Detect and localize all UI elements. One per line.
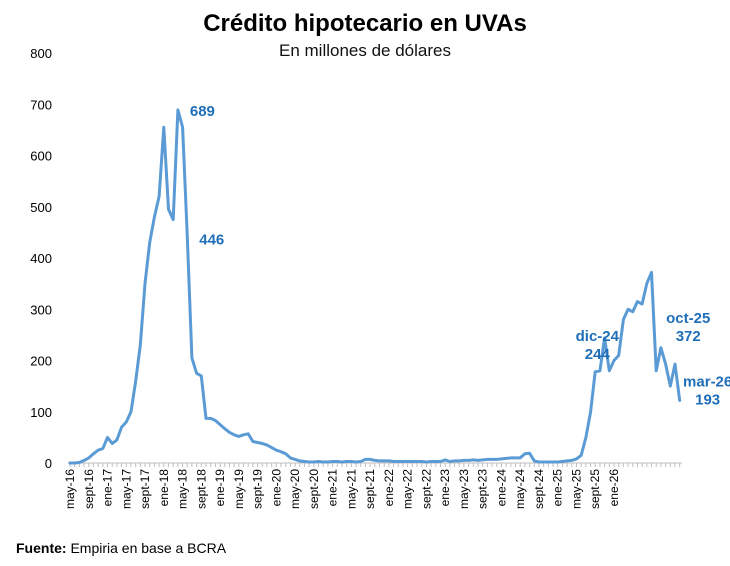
x-tick-label: ene-18 xyxy=(157,469,171,507)
y-tick-label: 100 xyxy=(30,405,52,420)
x-tick-label: sept-18 xyxy=(194,469,208,509)
data-label: 446 xyxy=(199,231,224,248)
x-axis: may-16 sept-16 ene-17 may-17 sept-17 ene-18 ma… xyxy=(63,462,682,509)
x-tick-label: sept-23 xyxy=(476,469,490,509)
y-tick-label: 800 xyxy=(30,46,52,61)
x-tick-label: sept-20 xyxy=(307,469,321,509)
x-tick-label: may-24 xyxy=(513,469,527,509)
x-tick-label: ene-24 xyxy=(494,469,508,507)
y-tick-label: 200 xyxy=(30,354,52,369)
data-label: oct-25 xyxy=(666,310,710,327)
y-tick-label: 700 xyxy=(30,97,52,112)
chart-title: Crédito hipotecario en UVAs xyxy=(203,10,527,37)
x-tick-label: may-25 xyxy=(569,469,583,509)
x-tick-label: sept-25 xyxy=(588,469,602,509)
data-label: dic-24 xyxy=(576,328,620,345)
x-tick-label: sept-21 xyxy=(363,469,377,509)
data-label-value: 372 xyxy=(676,328,701,345)
x-tick-label: ene-21 xyxy=(326,469,340,507)
x-tick-label: ene-26 xyxy=(607,469,621,507)
source-text: Empiria en base a BCRA xyxy=(70,540,227,556)
x-tick-label: sept-22 xyxy=(419,469,433,509)
x-tick-label: may-17 xyxy=(119,469,133,509)
source-label: Fuente: xyxy=(16,540,67,556)
series-layer xyxy=(68,108,682,465)
data-label: mar-26 xyxy=(683,373,730,390)
x-tick-label: may-23 xyxy=(457,469,471,509)
x-tick-label: sept-24 xyxy=(532,469,546,509)
x-tick-label: sept-16 xyxy=(82,469,96,509)
x-tick-label: ene-23 xyxy=(438,469,452,507)
x-tick-label: may-21 xyxy=(344,469,358,509)
y-tick-label: 500 xyxy=(30,200,52,215)
x-tick-label: may-16 xyxy=(63,469,77,509)
x-tick-label: ene-20 xyxy=(269,469,283,507)
y-tick-label: 0 xyxy=(45,456,52,471)
x-tick-label: sept-19 xyxy=(251,469,265,509)
data-label-value: 122 xyxy=(692,0,717,4)
y-tick-label: 600 xyxy=(30,149,52,164)
x-tick-label: ene-17 xyxy=(101,469,115,507)
x-tick-label: sept-17 xyxy=(138,469,152,509)
source-note: Fuente: Empiria en base a BCRA xyxy=(16,540,226,556)
x-tick-label: ene-19 xyxy=(213,469,227,507)
x-tick-label: may-19 xyxy=(232,469,246,509)
data-label-value: 244 xyxy=(585,346,611,363)
y-axis: 0 100 200 300 400 500 600 700 800 xyxy=(30,46,52,471)
data-label: abr-26 xyxy=(682,0,727,4)
series-line xyxy=(68,108,682,465)
y-tick-label: 300 xyxy=(30,302,52,317)
x-tick-label: may-20 xyxy=(288,469,302,509)
data-label-value: 193 xyxy=(695,391,720,408)
y-tick-label: 400 xyxy=(30,251,52,266)
x-tick-label: may-22 xyxy=(401,469,415,509)
x-tick-label: ene-22 xyxy=(382,469,396,507)
data-label: 689 xyxy=(190,103,215,120)
chart-subtitle: En millones de dólares xyxy=(279,41,451,60)
x-tick-label: may-18 xyxy=(176,469,190,509)
x-tick-label: ene-25 xyxy=(551,469,565,507)
